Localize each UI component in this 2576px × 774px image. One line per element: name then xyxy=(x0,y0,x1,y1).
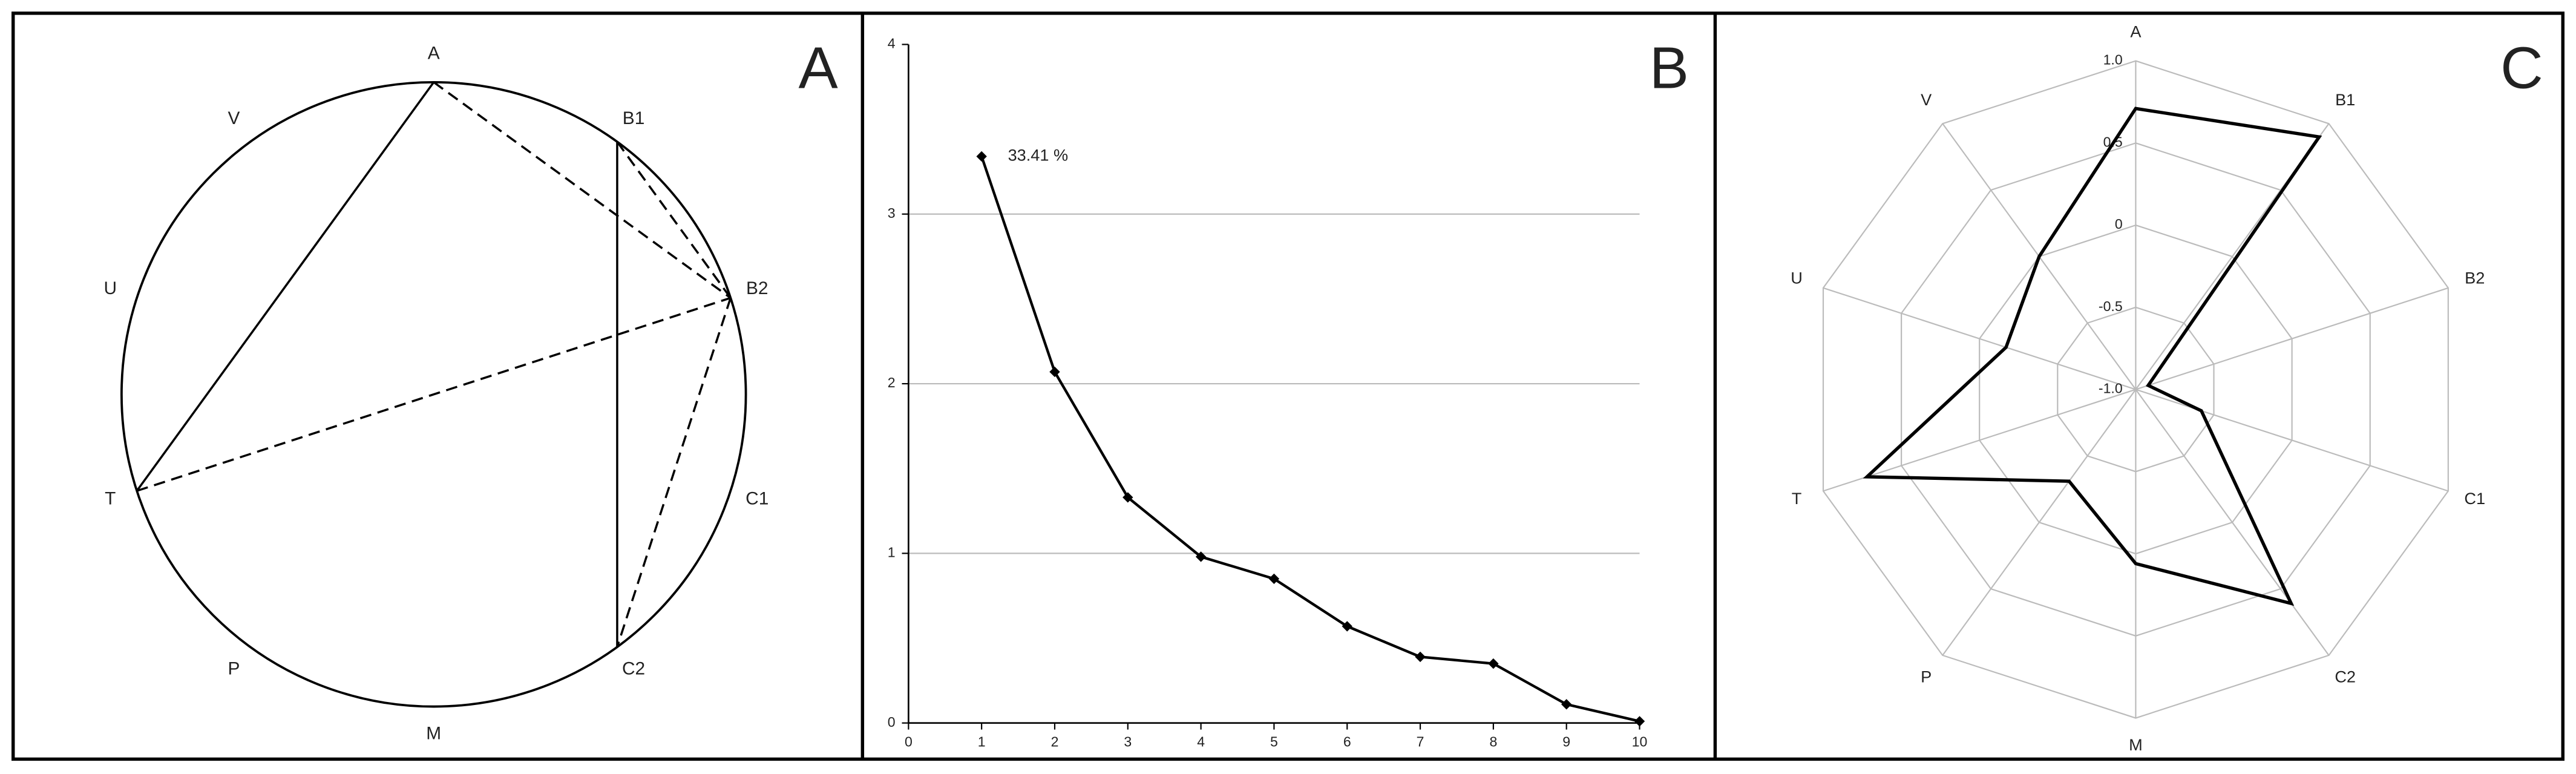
x-tick-label: 8 xyxy=(1489,733,1497,749)
r-tick-label: -1.0 xyxy=(2099,381,2123,396)
data-line xyxy=(980,156,1640,723)
node-label: B2 xyxy=(746,278,769,298)
node-label: U xyxy=(103,278,117,298)
data-point xyxy=(976,151,987,162)
spoke xyxy=(1823,287,2136,390)
category-label: A xyxy=(2130,22,2142,41)
y-tick-label: 0 xyxy=(888,714,896,730)
node-label: A xyxy=(428,44,440,64)
spoke xyxy=(1942,389,2137,656)
annotation: 33.41 % xyxy=(1008,146,1069,165)
y-tick-label: 2 xyxy=(888,375,896,390)
spoke xyxy=(2135,389,2449,492)
x-tick-label: 0 xyxy=(905,733,913,749)
data-polygon xyxy=(1863,107,2322,606)
chord xyxy=(136,81,435,492)
data-point xyxy=(1561,699,1572,710)
data-point xyxy=(1415,651,1426,663)
category-label: P xyxy=(1921,667,1932,686)
node-label: P xyxy=(228,658,240,678)
node-label: V xyxy=(228,108,240,128)
data-point xyxy=(1049,366,1060,378)
r-tick-label: 1.0 xyxy=(2103,52,2123,68)
category-label: B2 xyxy=(2465,269,2485,287)
panel-label: A xyxy=(798,34,837,100)
frame xyxy=(11,11,2565,761)
node-label: T xyxy=(105,488,116,508)
category-label: C1 xyxy=(2464,489,2485,508)
category-label: C2 xyxy=(2335,667,2356,686)
spoke xyxy=(2135,389,2330,656)
node-label: B1 xyxy=(623,108,645,128)
x-tick-label: 1 xyxy=(978,733,986,749)
grid-ring xyxy=(1822,60,2449,719)
x-tick-label: 9 xyxy=(1562,733,1570,749)
chord xyxy=(433,81,732,299)
y-tick-label: 1 xyxy=(888,544,896,560)
node-label: M xyxy=(426,724,441,744)
x-tick-label: 2 xyxy=(1051,733,1059,749)
category-label: B1 xyxy=(2335,90,2355,109)
y-tick-label: 3 xyxy=(888,205,896,221)
chord xyxy=(616,297,732,648)
node-label: C1 xyxy=(746,488,769,508)
chord xyxy=(616,141,732,299)
r-tick-label: 0 xyxy=(2115,216,2123,232)
y-tick-label: 4 xyxy=(888,36,896,51)
x-tick-label: 6 xyxy=(1343,733,1351,749)
data-point xyxy=(1634,716,1645,727)
spoke xyxy=(2135,287,2449,390)
panel-label: C xyxy=(2500,34,2543,100)
category-label: M xyxy=(2129,735,2143,754)
spoke xyxy=(1823,389,2136,492)
category-label: V xyxy=(1921,90,1932,109)
x-tick-label: 10 xyxy=(1632,733,1648,749)
chord xyxy=(136,297,731,492)
x-tick-label: 7 xyxy=(1417,733,1424,749)
node-label: C2 xyxy=(622,658,645,678)
x-tick-label: 3 xyxy=(1124,733,1132,749)
panel-label: B xyxy=(1650,34,1689,100)
category-label: T xyxy=(1792,489,1802,508)
data-point xyxy=(1488,658,1499,669)
data-point xyxy=(1342,621,1352,632)
category-label: U xyxy=(1791,269,1803,287)
x-tick-label: 5 xyxy=(1270,733,1278,749)
r-tick-label: -0.5 xyxy=(2099,298,2123,314)
x-tick-label: 4 xyxy=(1197,733,1205,749)
